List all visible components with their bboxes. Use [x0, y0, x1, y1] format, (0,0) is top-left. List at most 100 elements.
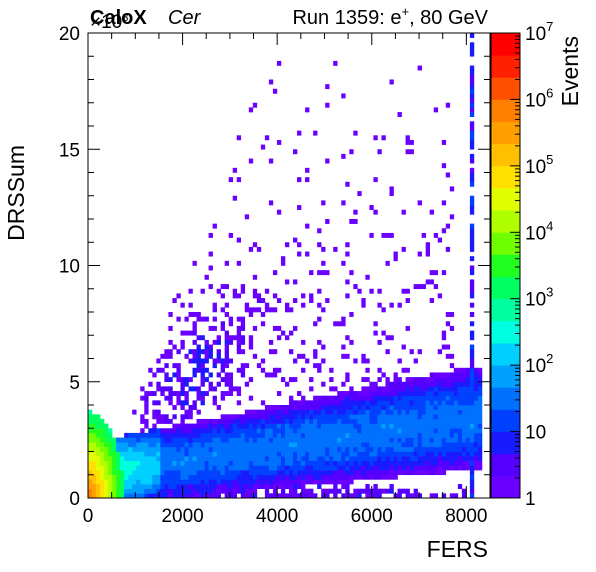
heatmap-cell [160, 493, 165, 499]
heatmap-cell [184, 391, 189, 396]
heatmap-cell [293, 405, 298, 410]
heatmap-cell [469, 418, 475, 424]
heatmap-cell [317, 363, 322, 369]
heatmap-cell [337, 395, 342, 401]
heatmap-cell [469, 33, 475, 38]
heatmap-cell [405, 432, 410, 438]
heatmap-cell [341, 456, 346, 462]
heatmap-cell [264, 484, 270, 489]
heatmap-cell [244, 363, 250, 369]
heatmap-cell [228, 428, 234, 434]
heatmap-cell [276, 460, 282, 466]
heatmap-cell [232, 335, 238, 341]
heatmap-cell [204, 428, 209, 434]
heatmap-cell [140, 442, 145, 448]
heatmap-cell [208, 484, 213, 489]
heatmap-cell [192, 325, 197, 331]
heatmap-cell [361, 418, 366, 424]
heatmap-cell [220, 414, 225, 420]
heatmap-cell [301, 414, 306, 420]
heatmap-cell [224, 437, 229, 443]
heatmap-cell [353, 488, 358, 494]
heatmap-cell [224, 428, 229, 434]
heatmap-cell [429, 414, 435, 420]
heatmap-cell [128, 432, 133, 438]
heatmap-cell [248, 335, 254, 341]
heatmap-cell [216, 335, 221, 341]
heatmap-cell [317, 395, 322, 401]
heatmap-cell [293, 488, 298, 494]
heatmap-cell [192, 474, 197, 480]
heatmap-cell [188, 479, 193, 485]
heatmap-cell [317, 405, 322, 410]
heatmap-cell [204, 316, 209, 322]
heatmap-cell [200, 377, 205, 383]
heatmap-cell [240, 437, 246, 443]
heatmap-cell [361, 488, 366, 494]
heatmap-cell [465, 456, 471, 462]
heatmap-cell [413, 460, 418, 466]
color-scale-segment [491, 188, 520, 211]
heatmap-cell [220, 465, 225, 471]
heatmap-cell [433, 418, 439, 424]
heatmap-cell [124, 451, 129, 457]
heatmap-cell [224, 344, 229, 350]
heatmap-cell [172, 363, 177, 369]
heatmap-cell [449, 186, 455, 192]
heatmap-cell [188, 349, 193, 355]
heatmap-cell [236, 474, 242, 480]
heatmap-cell [192, 493, 197, 499]
heatmap-cell [160, 456, 165, 462]
heatmap-cell [381, 432, 386, 438]
heatmap-cell [228, 488, 234, 494]
heatmap-cell [256, 414, 262, 420]
heatmap-cell [437, 423, 443, 429]
heatmap-cell [204, 358, 209, 364]
heatmap-cell [469, 256, 475, 262]
heatmap-cell [224, 381, 229, 387]
heatmap-cell [333, 405, 338, 410]
heatmap-cell [385, 232, 390, 238]
heatmap-cell [132, 446, 137, 452]
heatmap-cell [337, 391, 342, 396]
heatmap-cell [389, 460, 394, 466]
heatmap-cell [377, 428, 382, 434]
heatmap-cell [353, 451, 358, 457]
heatmap-cell [164, 363, 169, 369]
heatmap-cell [160, 432, 165, 438]
heatmap-cell [309, 479, 314, 485]
heatmap-cell [204, 451, 209, 457]
heatmap-cell [369, 409, 374, 415]
heatmap-cell [409, 470, 414, 476]
heatmap-cell [172, 298, 177, 303]
heatmap-cell [284, 335, 290, 341]
heatmap-cell [284, 428, 290, 434]
heatmap-cell [172, 484, 177, 489]
heatmap-cell [305, 488, 310, 494]
heatmap-cell [192, 386, 197, 392]
heatmap-cell [409, 446, 414, 452]
heatmap-cell [224, 377, 229, 383]
heatmap-cell [172, 344, 177, 350]
heatmap-cell [128, 442, 133, 448]
heatmap-cell [248, 488, 254, 494]
heatmap-cell [184, 446, 189, 452]
heatmap-cell [164, 465, 169, 471]
heatmap-cell [473, 391, 479, 396]
heatmap-cell [224, 339, 229, 345]
heatmap-cell [297, 409, 302, 415]
heatmap-cell [212, 302, 217, 308]
heatmap-cell [264, 479, 270, 485]
heatmap-cell [321, 200, 326, 206]
heatmap-cell [280, 474, 286, 480]
heatmap-cell [164, 451, 169, 457]
heatmap-cell [445, 172, 451, 178]
heatmap-cell [164, 432, 169, 438]
heatmap-cell [184, 442, 189, 448]
heatmap-cell [301, 302, 306, 308]
heatmap-cell [409, 395, 414, 401]
heatmap-cell [188, 484, 193, 489]
heatmap-cell [449, 381, 455, 387]
heatmap-cell [301, 479, 306, 485]
heatmap-cell [208, 325, 213, 331]
